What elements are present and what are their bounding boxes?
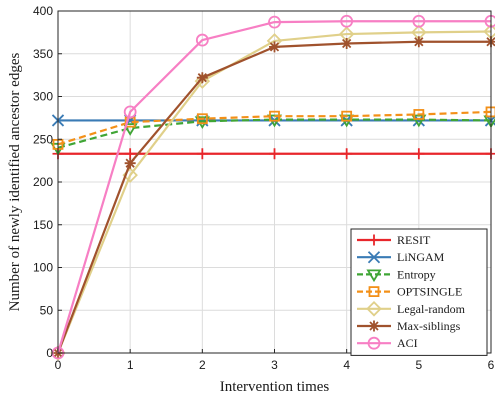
data-point [194,116,210,130]
y-tick-label: 100 [33,261,53,275]
data-point [485,148,495,160]
data-point [412,14,426,28]
legend-item: Max-siblings [357,319,461,333]
data-point [366,301,382,317]
series-line [57,110,492,146]
legend-item: LiNGAM [357,250,445,264]
data-point [340,14,354,28]
y-tick-label: 250 [33,132,53,146]
data-point [413,36,425,48]
data-point [196,113,208,125]
y-tick-label: 200 [33,175,53,189]
data-point [269,41,280,53]
data-point [413,148,425,160]
legend-item: RESIT [357,233,431,247]
y-tick-label: 400 [33,4,53,18]
data-point [367,336,381,350]
x-tick-label: 6 [488,358,495,372]
data-point [367,251,381,264]
legend-label: Max-siblings [397,319,461,333]
y-axis-label: Number of newly identified ancestor edge… [7,53,23,312]
legend-label: OPTSINGLE [397,285,462,299]
legend-label: LiNGAM [397,250,445,264]
data-point [194,73,211,89]
data-point [269,110,280,122]
legend-item: Legal-random [357,301,466,317]
data-point [368,320,380,332]
data-point [124,157,136,169]
legend-label: Entropy [397,267,436,281]
data-point [124,148,136,160]
data-point [196,72,208,84]
legend-item: ACI [357,336,418,350]
data-point [269,148,280,160]
data-point [196,148,208,160]
legend-box [350,228,488,356]
series-line [56,30,492,354]
data-point [368,286,380,298]
data-point [341,148,353,160]
data-point [368,234,380,246]
data-point [485,36,495,48]
data-point [195,33,209,47]
data-point [413,109,425,120]
data-point [268,15,281,29]
legend-label: ACI [397,336,418,350]
series-line [56,20,491,354]
data-point [123,105,137,119]
legend-label: Legal-random [397,302,466,316]
x-tick-label: 3 [271,358,278,372]
data-point [122,123,138,136]
legend-item: OPTSINGLE [357,285,462,299]
data-point [411,114,427,128]
y-tick-label: 350 [33,47,53,61]
x-tick-label: 5 [415,358,422,372]
x-axis-label: Intervention times [220,379,330,395]
y-tick-label: 150 [33,218,53,232]
x-tick-label: 1 [127,358,134,372]
y-tick-label: 50 [40,303,54,317]
x-tick-label: 0 [55,358,62,372]
y-tick-label: 0 [46,346,53,360]
data-point [341,110,353,122]
ticks: 0 1 2 3 4 5 6 0 50 100 150 200 250 300 350 400 [33,4,495,372]
x-tick-label: 4 [343,358,350,372]
legend-label: RESIT [397,233,431,247]
legend: RESIT LiNGAM Entropy OPTSINGLE Legal-random M… [350,228,488,356]
data-point [341,37,353,49]
y-tick-label: 300 [33,90,53,104]
series-layer [50,14,495,361]
x-tick-label: 2 [199,358,206,372]
legend-item: Entropy [357,267,436,283]
data-point [366,269,382,283]
series-optsingle [52,106,495,150]
